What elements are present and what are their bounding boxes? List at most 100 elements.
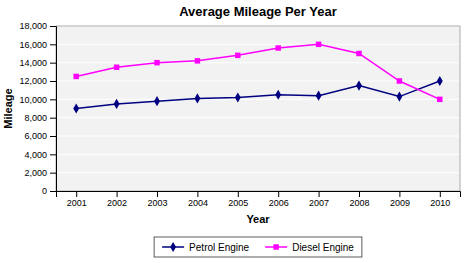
tick: 2002 xyxy=(107,191,127,208)
tick-label: 12,000 xyxy=(19,76,47,86)
point xyxy=(356,51,361,56)
grid-line xyxy=(56,117,460,118)
tick-label: 2009 xyxy=(390,198,410,208)
tick: 0 xyxy=(42,186,56,196)
y-axis: 0 2,000 4,000 6,000 8,000 10,000 12,000 14,000 1… xyxy=(19,21,56,196)
tick: 2005 xyxy=(228,191,248,208)
tick: 2,000 xyxy=(24,168,56,178)
series-markers xyxy=(73,42,442,102)
tick: 2010 xyxy=(430,191,450,208)
tick-label: 2004 xyxy=(188,198,208,208)
grid-line xyxy=(56,154,460,155)
tick-mark xyxy=(117,191,118,197)
tick-label: 2006 xyxy=(269,198,289,208)
point xyxy=(114,99,120,109)
tick: 2006 xyxy=(269,191,289,208)
tick-label: 2,000 xyxy=(24,168,47,178)
chart: 2001 2002 2003 2004 2005 2006 2007 2008 2009 2010… xyxy=(0,0,474,263)
y-axis-title: Mileage xyxy=(2,88,14,128)
tick-mark xyxy=(278,191,279,197)
legend-label: Petrol Engine xyxy=(189,242,249,253)
tick-mark xyxy=(50,26,56,27)
point xyxy=(356,80,362,90)
tick: 10,000 xyxy=(19,95,56,105)
grid-line xyxy=(56,136,460,137)
tick: 12,000 xyxy=(19,76,56,86)
legend-box xyxy=(154,237,362,257)
tick: 16,000 xyxy=(19,40,56,50)
tick-label: 4,000 xyxy=(24,150,47,160)
grid-line xyxy=(56,44,460,45)
point xyxy=(235,53,240,58)
legend: Petrol Engine Diesel Engine xyxy=(154,237,362,257)
point xyxy=(194,93,200,103)
tick-label: 0 xyxy=(42,186,47,196)
tick-mark xyxy=(399,191,400,197)
tick: 6,000 xyxy=(24,131,56,141)
tick-mark xyxy=(50,44,56,45)
tick-mark xyxy=(50,118,56,119)
tick: 2004 xyxy=(188,191,208,208)
legend-marker xyxy=(170,242,176,252)
tick: 2009 xyxy=(390,191,410,208)
point xyxy=(195,58,200,63)
tick-mark xyxy=(76,191,77,197)
tick-mark xyxy=(50,81,56,82)
plot-frame xyxy=(56,26,460,191)
tick-label: 8,000 xyxy=(24,113,47,123)
tick-mark xyxy=(157,191,158,197)
marks xyxy=(73,42,442,114)
legend-marker xyxy=(273,244,278,249)
tick-label: 2001 xyxy=(67,198,87,208)
grid-line xyxy=(56,62,460,63)
point xyxy=(154,96,160,106)
x-axis-title: Year xyxy=(246,213,270,225)
tick-label: 18,000 xyxy=(19,21,47,31)
tick: 2008 xyxy=(349,191,369,208)
point xyxy=(316,91,322,101)
grid-line xyxy=(56,172,460,173)
tick: 4,000 xyxy=(24,150,56,160)
tick: 18,000 xyxy=(19,21,56,31)
axis-line xyxy=(50,27,57,192)
tick-label: 2010 xyxy=(430,198,450,208)
legend-label: Diesel Engine xyxy=(292,242,354,253)
legend-item: Diesel Engine xyxy=(265,242,354,253)
point xyxy=(396,91,402,101)
tick-mark xyxy=(50,63,56,64)
tick-mark xyxy=(50,136,56,137)
tick: 2007 xyxy=(309,191,329,208)
point xyxy=(114,65,119,70)
legend-item: Petrol Engine xyxy=(162,242,249,253)
tick-label: 2007 xyxy=(309,198,329,208)
point xyxy=(437,97,442,102)
axis-line xyxy=(57,192,461,198)
tick-label: 2005 xyxy=(228,198,248,208)
tick: 2003 xyxy=(147,191,167,208)
point xyxy=(154,60,159,65)
tick-mark xyxy=(50,99,56,100)
point xyxy=(275,90,281,100)
tick-mark xyxy=(440,191,441,197)
tick-label: 14,000 xyxy=(19,58,47,68)
tick-mark xyxy=(50,191,56,192)
tick: 2001 xyxy=(67,191,87,208)
point xyxy=(437,76,443,86)
series-line xyxy=(76,44,440,99)
point xyxy=(73,74,78,79)
point xyxy=(397,78,402,83)
series-line xyxy=(76,81,440,109)
tick-mark xyxy=(50,154,56,155)
tick-mark xyxy=(50,173,56,174)
tick-label: 6,000 xyxy=(24,131,47,141)
tick: 8,000 xyxy=(24,113,56,123)
plot: 2001 2002 2003 2004 2005 2006 2007 2008 2009 2010… xyxy=(19,21,460,208)
tick-label: 2008 xyxy=(349,198,369,208)
point xyxy=(73,103,79,113)
title: Average Mileage Per Year xyxy=(179,4,337,19)
tick-mark xyxy=(238,191,239,197)
tick-mark xyxy=(359,191,360,197)
series-markers xyxy=(73,76,442,114)
point xyxy=(235,92,241,102)
point xyxy=(275,45,280,50)
